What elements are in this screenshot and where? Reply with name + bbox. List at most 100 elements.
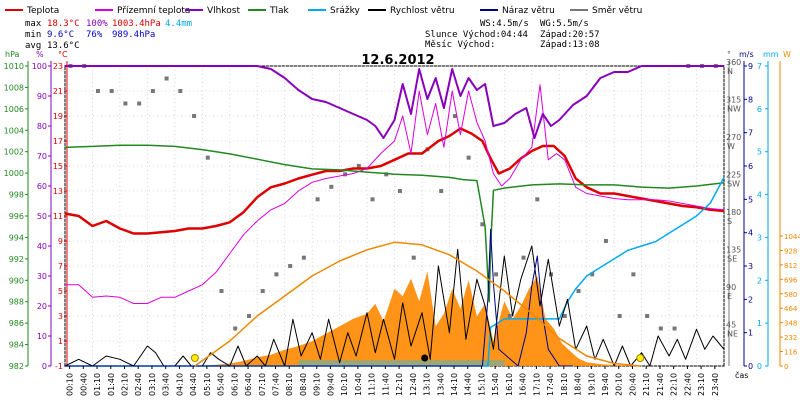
wind-dir-point bbox=[164, 76, 169, 81]
left-axes: 9829849869889909929949969981000100210041… bbox=[4, 61, 68, 371]
axis-tick-label: 4 bbox=[757, 191, 762, 200]
wind-dir-point bbox=[521, 255, 526, 260]
axis-tick-label: 1000 bbox=[4, 169, 24, 178]
stat-avg-temp: 13.6°C bbox=[47, 41, 80, 51]
axis-tick-label: 3 bbox=[757, 233, 762, 242]
wind-dir-point bbox=[219, 289, 224, 293]
wind-dir-point bbox=[645, 314, 650, 318]
x-tick-label: 10:10 bbox=[340, 373, 349, 396]
series-line bbox=[65, 177, 725, 367]
axis-tick-label: 8 bbox=[748, 95, 753, 104]
axis-tick-label: 1006 bbox=[4, 105, 24, 114]
axis-tick-label: 23 bbox=[53, 62, 63, 71]
axis-tick-label: 0 bbox=[757, 362, 762, 371]
axis-tick-label: 988 bbox=[9, 298, 24, 307]
x-tick-label: 16:40 bbox=[519, 373, 528, 396]
chart-date: 12.6.2012 bbox=[361, 53, 434, 68]
axis-tick-label: -1 bbox=[55, 362, 63, 371]
wind-dir-point bbox=[260, 289, 265, 293]
right-axes: 45NE90E135SE180S225SW270W315NW360N012345… bbox=[726, 58, 800, 371]
wind-dir-point bbox=[343, 172, 348, 177]
axis-tick-label: 580 bbox=[784, 291, 797, 299]
stat-max-temp: 18.3°C bbox=[47, 19, 80, 29]
x-tick-label: 23:10 bbox=[697, 373, 706, 396]
axis-tick-label-dir-name: NE bbox=[727, 330, 738, 339]
axis-tick-label: 1002 bbox=[4, 148, 24, 157]
axis-tick-label: 1 bbox=[757, 319, 762, 328]
axis-tick-label-dir: 270 bbox=[726, 133, 741, 142]
x-tick-label: 20:10 bbox=[615, 373, 624, 396]
x-tick-label: 19:10 bbox=[587, 373, 596, 396]
x-tick-label: 14:40 bbox=[464, 373, 473, 396]
legend-label: Směr větru bbox=[592, 6, 642, 16]
axis-tick-label: 348 bbox=[784, 320, 797, 328]
uv-band bbox=[298, 360, 505, 366]
axis-tick-label: 996 bbox=[9, 212, 24, 221]
axis-tick-label-dir: 180 bbox=[726, 208, 741, 217]
wind-dir-point bbox=[205, 155, 210, 160]
axis-tick-label-dir-name: W bbox=[727, 142, 735, 151]
x-tick-label: 19:40 bbox=[601, 373, 610, 396]
x-tick-label: 09:10 bbox=[313, 373, 322, 396]
axis-tick-label: 90 bbox=[37, 92, 47, 101]
x-tick-label: 10:40 bbox=[354, 373, 363, 396]
wind-dir-point bbox=[672, 326, 677, 331]
unit-pct: % bbox=[36, 50, 44, 59]
x-tick-label: 02:40 bbox=[134, 373, 143, 396]
stats-block: max 18.3°C 100% 1003.4hPa 4.4mm min 9.6°… bbox=[25, 19, 192, 51]
x-tick-label: 20:40 bbox=[628, 373, 637, 396]
axis-tick-label: 2 bbox=[748, 295, 753, 304]
info-ws: WS:4.5m/s bbox=[480, 19, 529, 29]
wind-dir-point bbox=[590, 272, 595, 277]
unit-mm: mm bbox=[763, 50, 779, 59]
wind-dir-point bbox=[315, 197, 320, 202]
axis-tick-label: 11 bbox=[53, 212, 63, 221]
axis-tick-label: 812 bbox=[784, 262, 797, 270]
wind-dir-point bbox=[370, 197, 375, 202]
axis-tick-label: 70 bbox=[37, 152, 47, 161]
wind-dir-point bbox=[301, 255, 306, 260]
wind-dir-point bbox=[576, 289, 581, 293]
wind-dir-point bbox=[397, 189, 402, 193]
wind-dir-point bbox=[452, 114, 457, 118]
x-tick-label: 01:40 bbox=[107, 373, 116, 396]
info-wg: WG:5.5m/s bbox=[540, 19, 589, 29]
axis-tick-label: 1010 bbox=[4, 62, 24, 71]
axis-tick-label: 1004 bbox=[4, 126, 24, 135]
x-tick-label: 11:10 bbox=[368, 373, 377, 396]
axis-tick-label-dir-name: S bbox=[727, 217, 732, 226]
axis-tick-label: 17 bbox=[53, 137, 63, 146]
axis-tick-label: 3 bbox=[748, 262, 753, 271]
axis-tick-label: 10 bbox=[37, 332, 47, 341]
wind-dir-point bbox=[137, 101, 142, 106]
wind-dir-point bbox=[617, 314, 622, 318]
axis-tick-label: 1 bbox=[748, 329, 753, 338]
axis-tick-label: 992 bbox=[9, 255, 24, 264]
axis-tick-label: 13 bbox=[53, 187, 63, 196]
moonset-marker bbox=[421, 354, 429, 362]
series-line bbox=[65, 228, 573, 367]
wind-dir-point bbox=[192, 114, 197, 118]
axis-tick-label: 5 bbox=[58, 287, 63, 296]
wind-dir-point bbox=[439, 189, 444, 193]
x-tick-label: 16:10 bbox=[505, 373, 514, 396]
axis-tick-label-dir: 225 bbox=[726, 171, 741, 180]
x-tick-label: 08:40 bbox=[299, 373, 308, 396]
stat-avg-label: avg bbox=[25, 41, 41, 51]
x-tick-label: 07:40 bbox=[272, 373, 281, 396]
axis-tick-label: 7 bbox=[748, 129, 753, 138]
unit-hpa: hPa bbox=[5, 50, 20, 59]
axis-tick-label: 986 bbox=[9, 319, 24, 328]
info-mesic-zapad: Západ:13:08 bbox=[540, 40, 600, 50]
stat-max-press: 1003.4hPa bbox=[112, 19, 161, 29]
stat-max-label: max bbox=[25, 19, 42, 29]
wind-dir-point bbox=[95, 89, 100, 93]
info-mesic: Měsíc Východ: bbox=[425, 40, 495, 50]
axis-tick-label: 1008 bbox=[4, 83, 24, 92]
wind-dir-point bbox=[507, 314, 512, 318]
axis-tick-label: 5 bbox=[748, 195, 753, 204]
x-tick-label: 08:10 bbox=[285, 373, 294, 396]
x-tick-label: 17:10 bbox=[532, 373, 541, 396]
axis-tick-label: 6 bbox=[757, 105, 762, 114]
stat-min-temp: 9.6°C bbox=[47, 30, 74, 40]
